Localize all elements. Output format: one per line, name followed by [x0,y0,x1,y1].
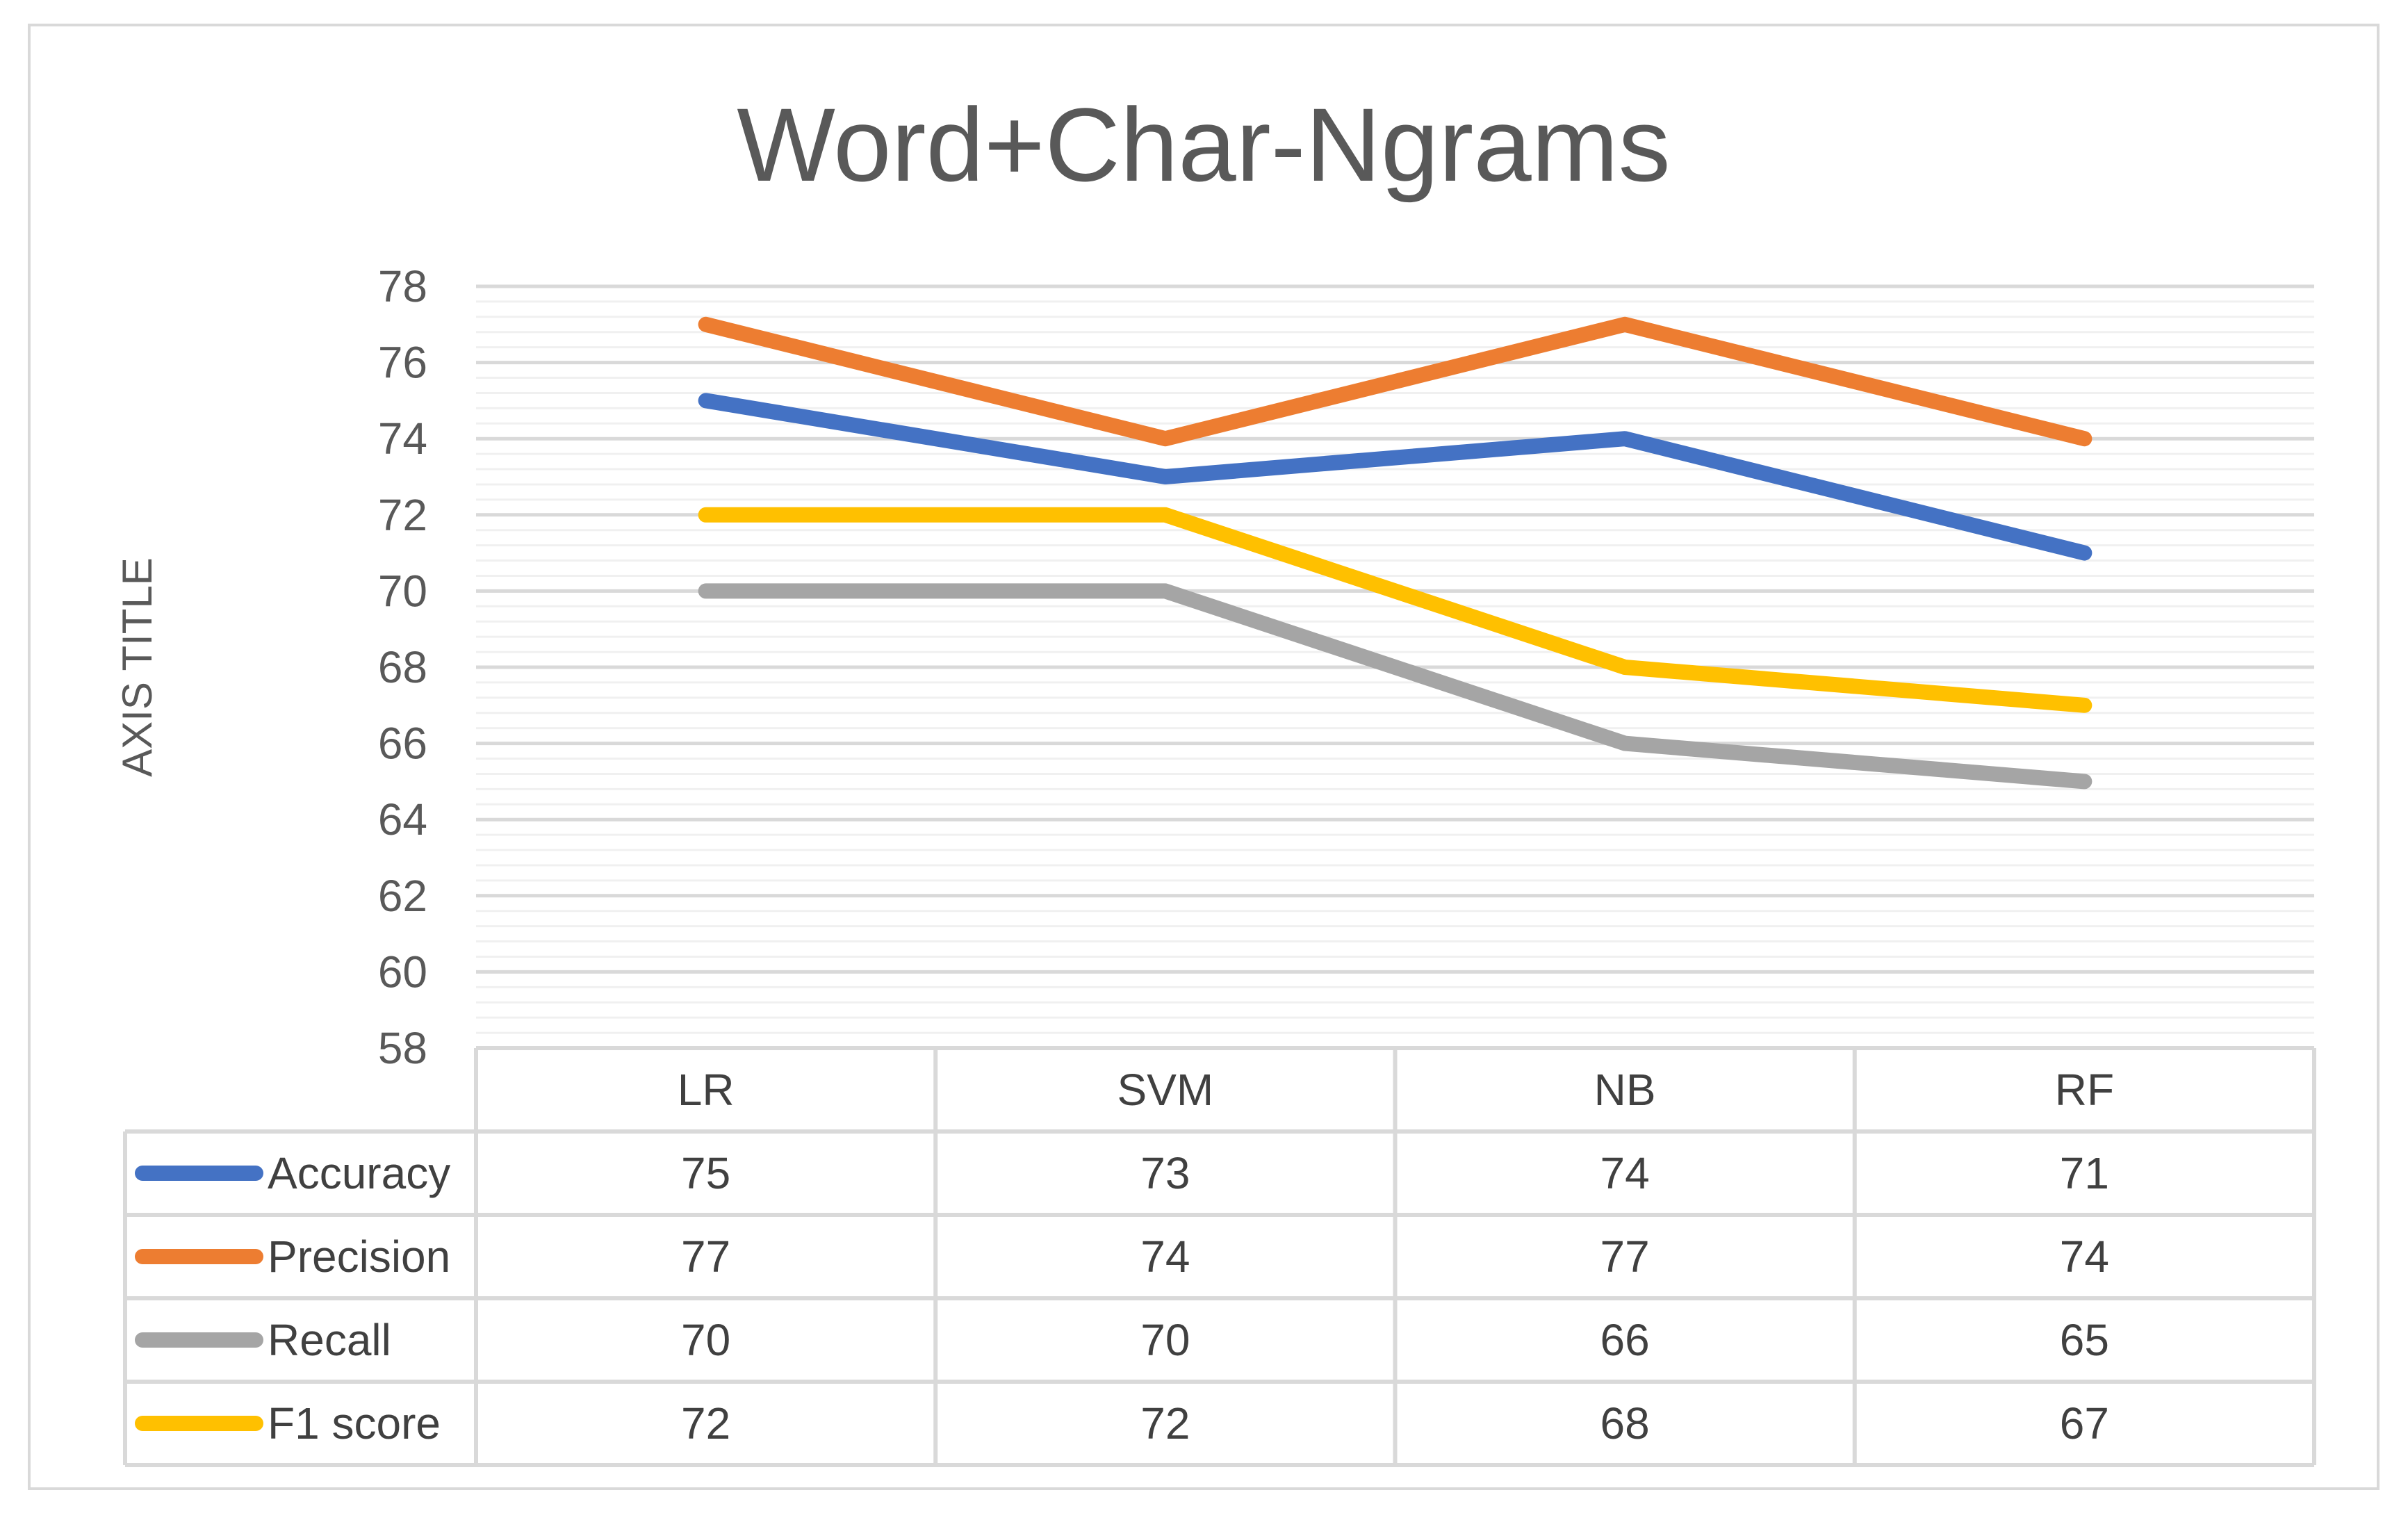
y-tick-label: 70 [378,566,427,616]
x-category-label: LR [678,1065,735,1115]
table-value: 74 [1600,1148,1650,1198]
legend-label: Accuracy [268,1148,450,1198]
table-value: 67 [2060,1398,2109,1448]
y-axis-title: AXIS TITLE [114,557,161,777]
legend-label: F1 score [268,1398,441,1448]
table-value: 77 [681,1232,730,1282]
table-value: 75 [681,1148,730,1198]
y-tick-label: 58 [378,1023,427,1073]
legend-label: Precision [268,1232,450,1282]
y-tick-label: 66 [378,719,427,769]
table-value: 74 [1140,1232,1190,1282]
table-value: 71 [2060,1148,2109,1198]
chart-frame [28,24,2380,1490]
y-axis-ticks: 58 60 62 64 66 68 70 72 74 76 78 [378,261,427,1073]
y-tick-label: 78 [378,261,427,311]
x-category-label: SVM [1117,1065,1214,1115]
x-category-label: RF [2055,1065,2114,1115]
series-line-precision [698,316,2092,447]
x-category-label: NB [1594,1065,1656,1115]
y-tick-label: 68 [378,642,427,692]
table-value: 77 [1600,1232,1650,1282]
series-lines [698,316,2092,790]
y-tick-label: 74 [378,414,427,464]
series-line-recall [698,583,2092,790]
table-value: 72 [681,1398,730,1448]
chart-title: Word+Char-Ngrams [737,86,1670,203]
legend-label: Recall [268,1315,391,1365]
table-value: 73 [1140,1148,1190,1198]
table-value: 70 [681,1315,730,1365]
series-line-f1-score [698,507,2092,713]
table-value: 74 [2060,1232,2109,1282]
y-tick-label: 60 [378,947,427,997]
series-line-accuracy [698,393,2092,561]
y-tick-label: 76 [378,338,427,388]
table-value: 72 [1140,1398,1190,1448]
table-value: 68 [1600,1398,1650,1448]
table-value: 65 [2060,1315,2109,1365]
table-value: 66 [1600,1315,1650,1365]
data-table: LR SVM NB RF Accuracy 75 73 74 71 Precision 77 74 77… [123,1046,2316,1467]
table-value: 70 [1140,1315,1190,1365]
y-tick-label: 64 [378,794,427,844]
y-tick-label: 72 [378,490,427,540]
y-tick-label: 62 [378,871,427,921]
